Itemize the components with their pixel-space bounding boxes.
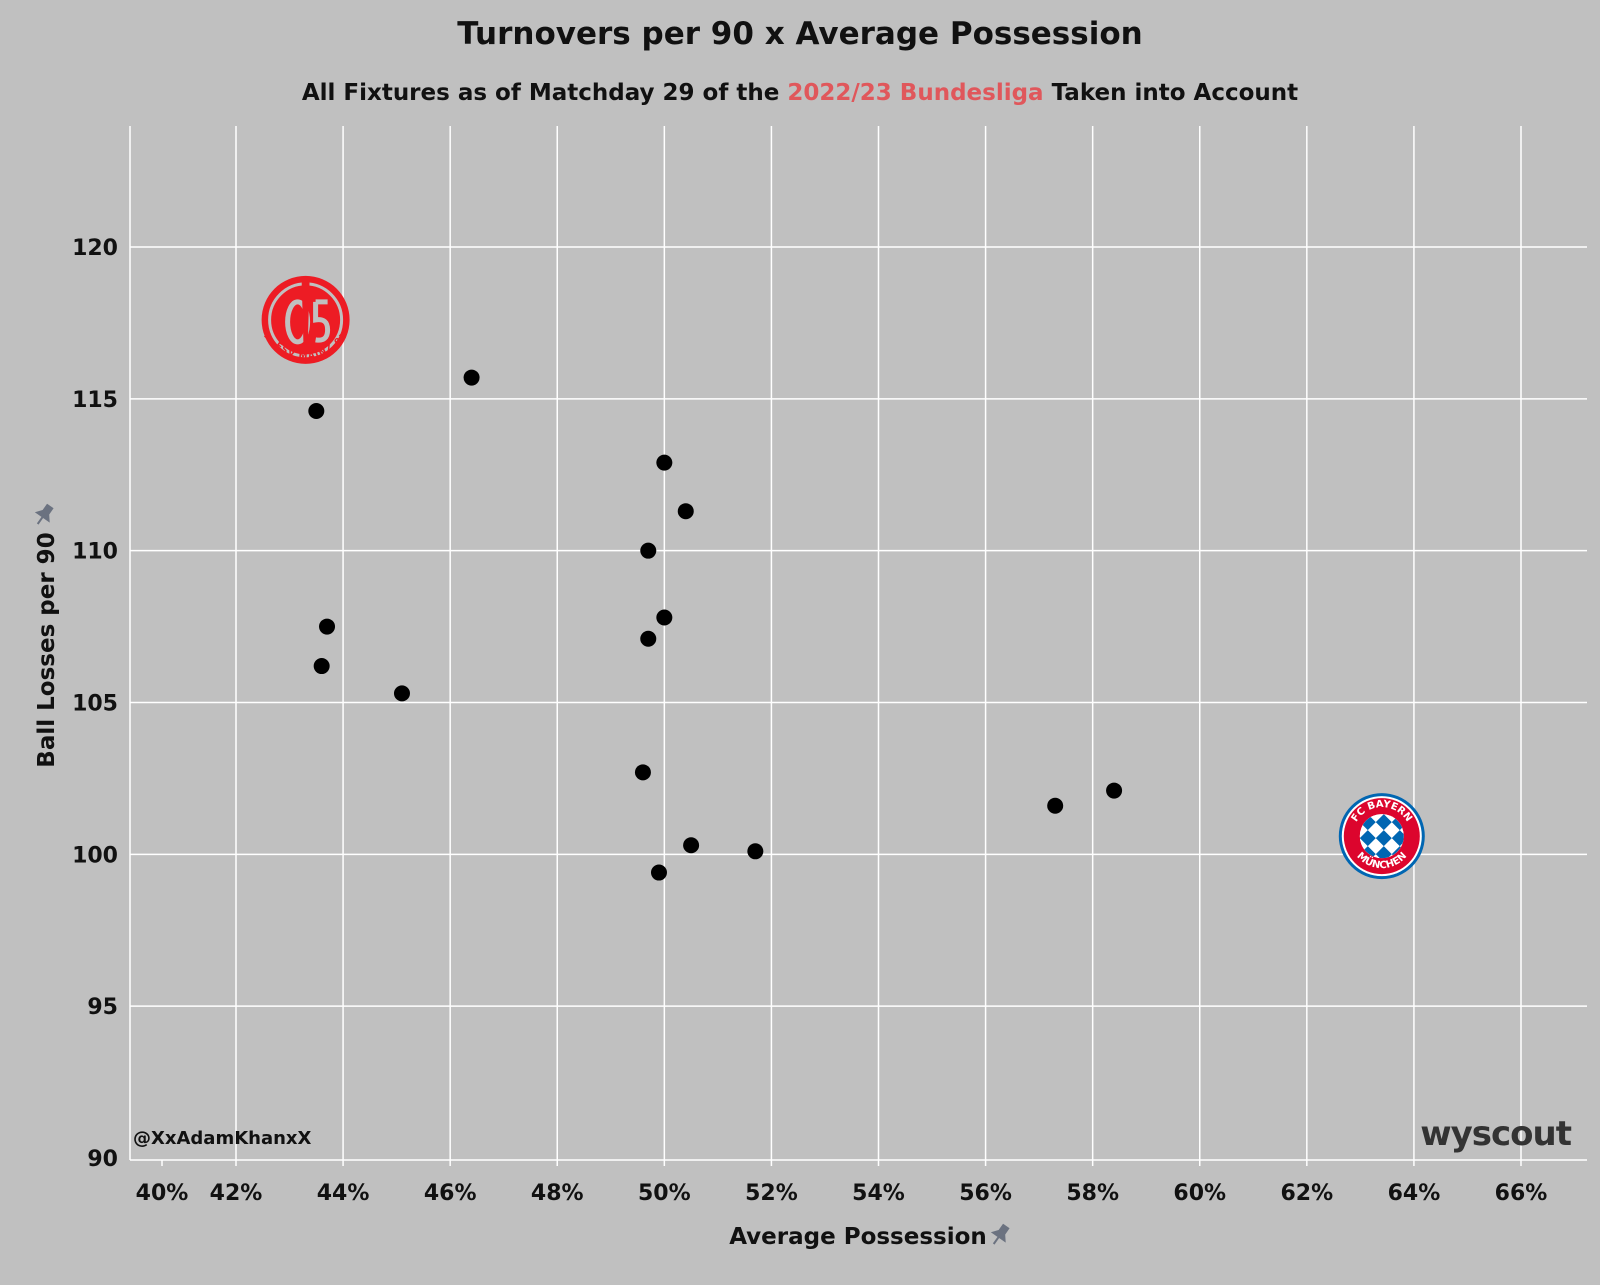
y-axis-label: Ball Losses per 90 [34,532,60,767]
mainz-logo: 1. FSV MAINZ 05 [261,275,350,364]
wyscout-logo: wyscout [1420,1114,1572,1154]
data-point [640,630,657,647]
subtitle-highlight: 2022/23 Bundesliga [787,80,1044,106]
y-tick-label: 120 [72,236,118,261]
x-tick-label: 66% [1495,1181,1548,1206]
data-point [650,864,667,881]
y-tick-label: 90 [87,1147,118,1172]
bayern-logo: FC BAYERN MÜNCHEN [1338,793,1425,880]
y-tick-label: 95 [87,995,118,1020]
data-point [463,369,480,386]
data-point [319,618,336,635]
x-tick-label: 56% [959,1181,1012,1206]
x-tick-label: 42% [210,1181,263,1206]
data-point [393,685,410,702]
data-point [1106,782,1123,799]
x-tick-label: 40% [136,1181,189,1206]
data-point [313,658,330,675]
point-layer [308,369,1123,881]
author-credit: @XxAdamKhanxX [133,1128,312,1149]
tick-layer: 90 95 100 105 110 115 120 40% 42% 44% 46% 48% 50% 52%… [72,236,1547,1206]
subtitle-before: All Fixtures as of Matchday 29 of the [301,80,788,106]
axis-layer [129,126,1587,1161]
data-point [677,503,694,520]
data-point [656,454,673,471]
data-point [683,837,700,854]
y-tick-label: 105 [72,692,118,717]
data-point [634,764,651,781]
chart-title: Turnovers per 90 x Average Possession [457,16,1143,52]
grid-layer [130,126,1587,1160]
x-tick-label: 52% [745,1181,798,1206]
x-tick-label: 58% [1066,1181,1119,1206]
y-tick-label: 110 [72,540,118,565]
data-point [308,402,325,419]
x-tick-label: 48% [531,1181,584,1206]
x-tick-label: 44% [317,1181,370,1206]
chart-subtitle: All Fixtures as of Matchday 29 of the 20… [0,80,1600,106]
x-tick-label: 62% [1280,1181,1333,1206]
subtitle-after: Taken into Account [1043,80,1299,106]
data-point [640,542,657,559]
data-point [656,609,673,626]
x-tick-label: 60% [1173,1181,1226,1206]
data-point [747,843,764,860]
x-tick-label: 50% [638,1181,691,1206]
x-axis-label: Average Possession [729,1224,987,1250]
x-tick-label: 64% [1388,1181,1441,1206]
y-tick-label: 100 [72,843,118,868]
y-axis-pin-icon [34,503,54,525]
y-tick-label: 115 [72,388,118,413]
x-tick-label: 46% [424,1181,477,1206]
x-axis-pin-icon [990,1223,1010,1245]
data-point [1047,797,1064,814]
x-tick-label: 54% [852,1181,905,1206]
